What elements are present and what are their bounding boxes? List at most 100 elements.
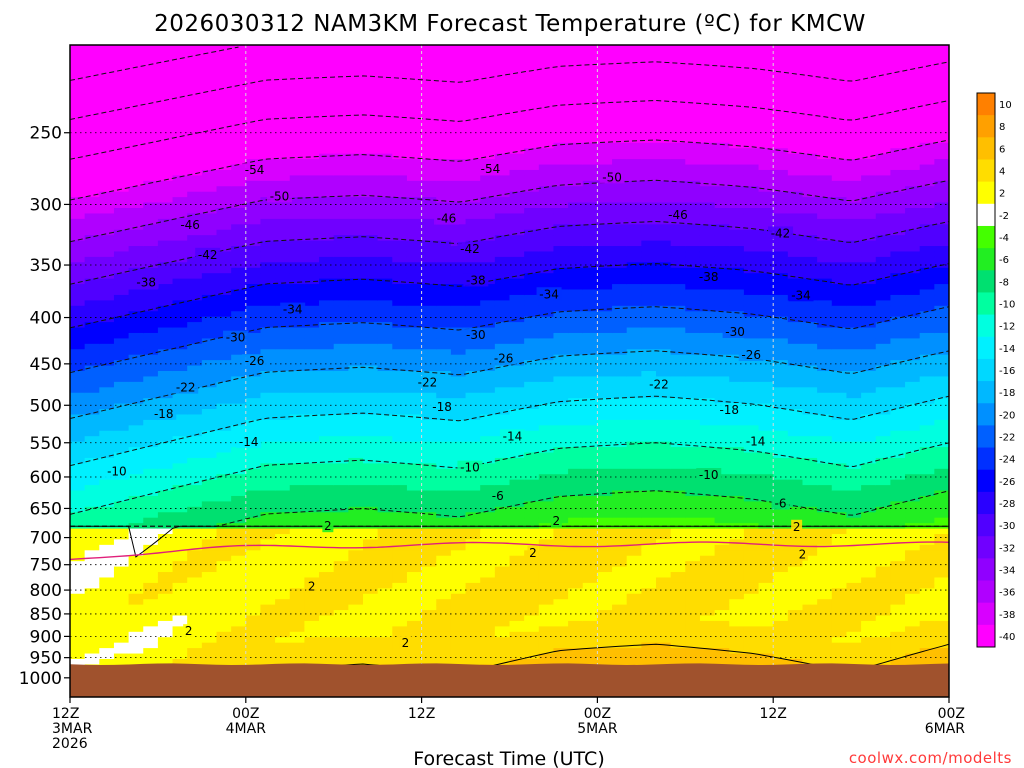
temperature-cell xyxy=(392,322,408,329)
temperature-cell xyxy=(231,169,247,176)
temperature-cell xyxy=(406,55,423,62)
temperature-cell xyxy=(553,528,569,535)
temperature-cell xyxy=(553,110,569,117)
temperature-cell xyxy=(70,653,86,660)
temperature-cell xyxy=(465,256,481,263)
temperature-cell xyxy=(465,534,481,541)
temperature-cell xyxy=(201,289,218,296)
temperature-cell xyxy=(465,338,481,345)
temperature-cell xyxy=(128,164,144,171)
temperature-cell xyxy=(157,517,174,524)
temperature-cell xyxy=(289,278,305,285)
temperature-cell xyxy=(524,229,540,236)
temperature-cell xyxy=(216,126,232,133)
temperature-cell xyxy=(377,593,393,600)
temperature-cell xyxy=(143,631,159,638)
temperature-cell xyxy=(553,588,569,595)
temperature-cell xyxy=(143,403,159,410)
temperature-cell xyxy=(84,218,100,225)
temperature-cell xyxy=(70,229,86,236)
temperature-cell xyxy=(597,376,613,383)
temperature-cell xyxy=(231,365,247,372)
temperature-cell xyxy=(113,642,130,649)
temperature-cell xyxy=(245,610,262,617)
temperature-cell xyxy=(363,343,379,350)
temperature-cell xyxy=(245,332,262,339)
temperature-cell xyxy=(377,555,393,562)
temperature-cell xyxy=(612,251,628,258)
temperature-cell xyxy=(363,202,379,209)
temperature-cell xyxy=(363,104,379,111)
temperature-cell xyxy=(392,436,408,443)
temperature-cell xyxy=(480,593,496,600)
temperature-cell xyxy=(216,148,232,155)
temperature-cell xyxy=(421,506,437,513)
temperature-cell xyxy=(421,555,437,562)
temperature-cell xyxy=(597,354,613,361)
temperature-cell xyxy=(421,327,437,334)
temperature-cell xyxy=(99,343,115,350)
temperature-cell xyxy=(216,474,232,481)
temperature-cell xyxy=(304,186,320,193)
temperature-cell xyxy=(392,642,408,649)
temperature-cell xyxy=(231,501,247,508)
temperature-cell xyxy=(553,343,569,350)
temperature-cell xyxy=(524,191,540,198)
temperature-cell xyxy=(70,501,86,508)
temperature-cell xyxy=(231,468,247,475)
temperature-cell xyxy=(157,430,174,437)
temperature-cell xyxy=(319,83,335,90)
temperature-cell xyxy=(421,191,437,198)
temperature-cell xyxy=(187,332,203,339)
temperature-cell xyxy=(70,485,86,492)
temperature-cell xyxy=(480,588,496,595)
temperature-cell xyxy=(582,539,598,546)
temperature-cell xyxy=(509,338,525,345)
temperature-cell xyxy=(421,322,437,329)
temperature-cell xyxy=(392,648,408,655)
temperature-cell xyxy=(670,186,686,193)
temperature-cell xyxy=(612,93,628,100)
temperature-cell xyxy=(597,224,613,231)
temperature-cell xyxy=(304,115,320,122)
temperature-cell xyxy=(538,55,555,62)
temperature-cell xyxy=(641,474,657,481)
temperature-cell xyxy=(187,110,203,117)
temperature-cell xyxy=(480,452,496,459)
temperature-cell xyxy=(406,414,423,421)
temperature-cell xyxy=(612,626,628,633)
temperature-cell xyxy=(465,349,481,356)
temperature-cell xyxy=(553,615,569,622)
temperature-cell xyxy=(392,501,408,508)
temperature-cell xyxy=(553,240,569,247)
temperature-cell xyxy=(406,409,423,416)
temperature-cell xyxy=(553,387,569,394)
temperature-cell xyxy=(187,61,203,68)
temperature-cell xyxy=(245,88,262,95)
temperature-cell xyxy=(656,555,672,562)
temperature-cell xyxy=(260,566,276,573)
temperature-cell xyxy=(231,566,247,573)
temperature-cell xyxy=(363,289,379,296)
temperature-cell xyxy=(538,77,555,84)
temperature-cell xyxy=(524,414,540,421)
temperature-cell xyxy=(494,186,511,193)
temperature-cell xyxy=(143,175,159,182)
temperature-cell xyxy=(70,55,86,62)
temperature-cell xyxy=(450,208,467,215)
temperature-cell xyxy=(509,572,525,579)
temperature-cell xyxy=(304,447,320,454)
temperature-cell xyxy=(231,642,247,649)
temperature-cell xyxy=(128,517,144,524)
temperature-cell xyxy=(304,381,320,388)
temperature-cell xyxy=(187,376,203,383)
temperature-cell xyxy=(70,191,86,198)
temperature-cell xyxy=(421,284,437,291)
temperature-cell xyxy=(172,371,188,378)
temperature-cell xyxy=(113,392,130,399)
temperature-cell xyxy=(509,354,525,361)
temperature-cell xyxy=(289,457,305,464)
temperature-cell xyxy=(348,61,364,68)
temperature-cell xyxy=(187,300,203,307)
temperature-cell xyxy=(494,506,511,513)
